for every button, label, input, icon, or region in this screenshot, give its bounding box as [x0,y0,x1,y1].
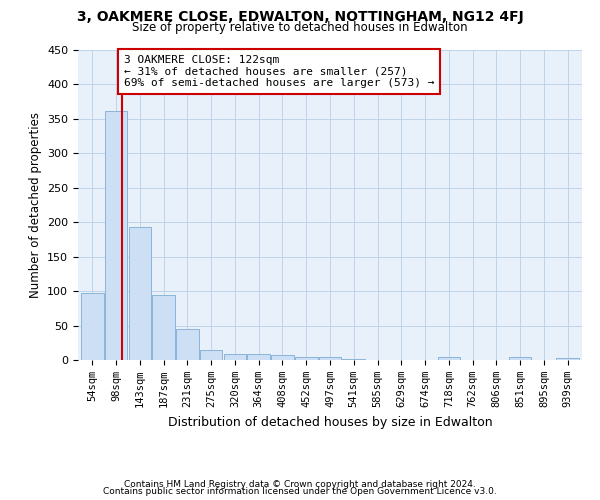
Bar [343,358,365,360]
Text: 3 OAKMERE CLOSE: 122sqm
← 31% of detached houses are smaller (257)
69% of semi-d: 3 OAKMERE CLOSE: 122sqm ← 31% of detache… [124,55,434,88]
Bar [105,112,127,360]
Text: Size of property relative to detached houses in Edwalton: Size of property relative to detached ho… [132,21,468,34]
Text: Contains HM Land Registry data © Crown copyright and database right 2024.: Contains HM Land Registry data © Crown c… [124,480,476,489]
Bar [271,355,294,360]
Bar [247,354,270,360]
Text: Contains public sector information licensed under the Open Government Licence v3: Contains public sector information licen… [103,488,497,496]
Y-axis label: Number of detached properties: Number of detached properties [29,112,41,298]
Bar [152,294,175,360]
Bar [224,354,246,360]
X-axis label: Distribution of detached houses by size in Edwalton: Distribution of detached houses by size … [167,416,493,428]
Bar [128,227,151,360]
Bar [200,350,223,360]
Bar [319,356,341,360]
Bar [81,293,104,360]
Bar [295,356,317,360]
Bar [176,329,199,360]
Bar [556,358,579,360]
Text: 3, OAKMERE CLOSE, EDWALTON, NOTTINGHAM, NG12 4FJ: 3, OAKMERE CLOSE, EDWALTON, NOTTINGHAM, … [77,10,523,24]
Bar [509,356,532,360]
Bar [437,356,460,360]
